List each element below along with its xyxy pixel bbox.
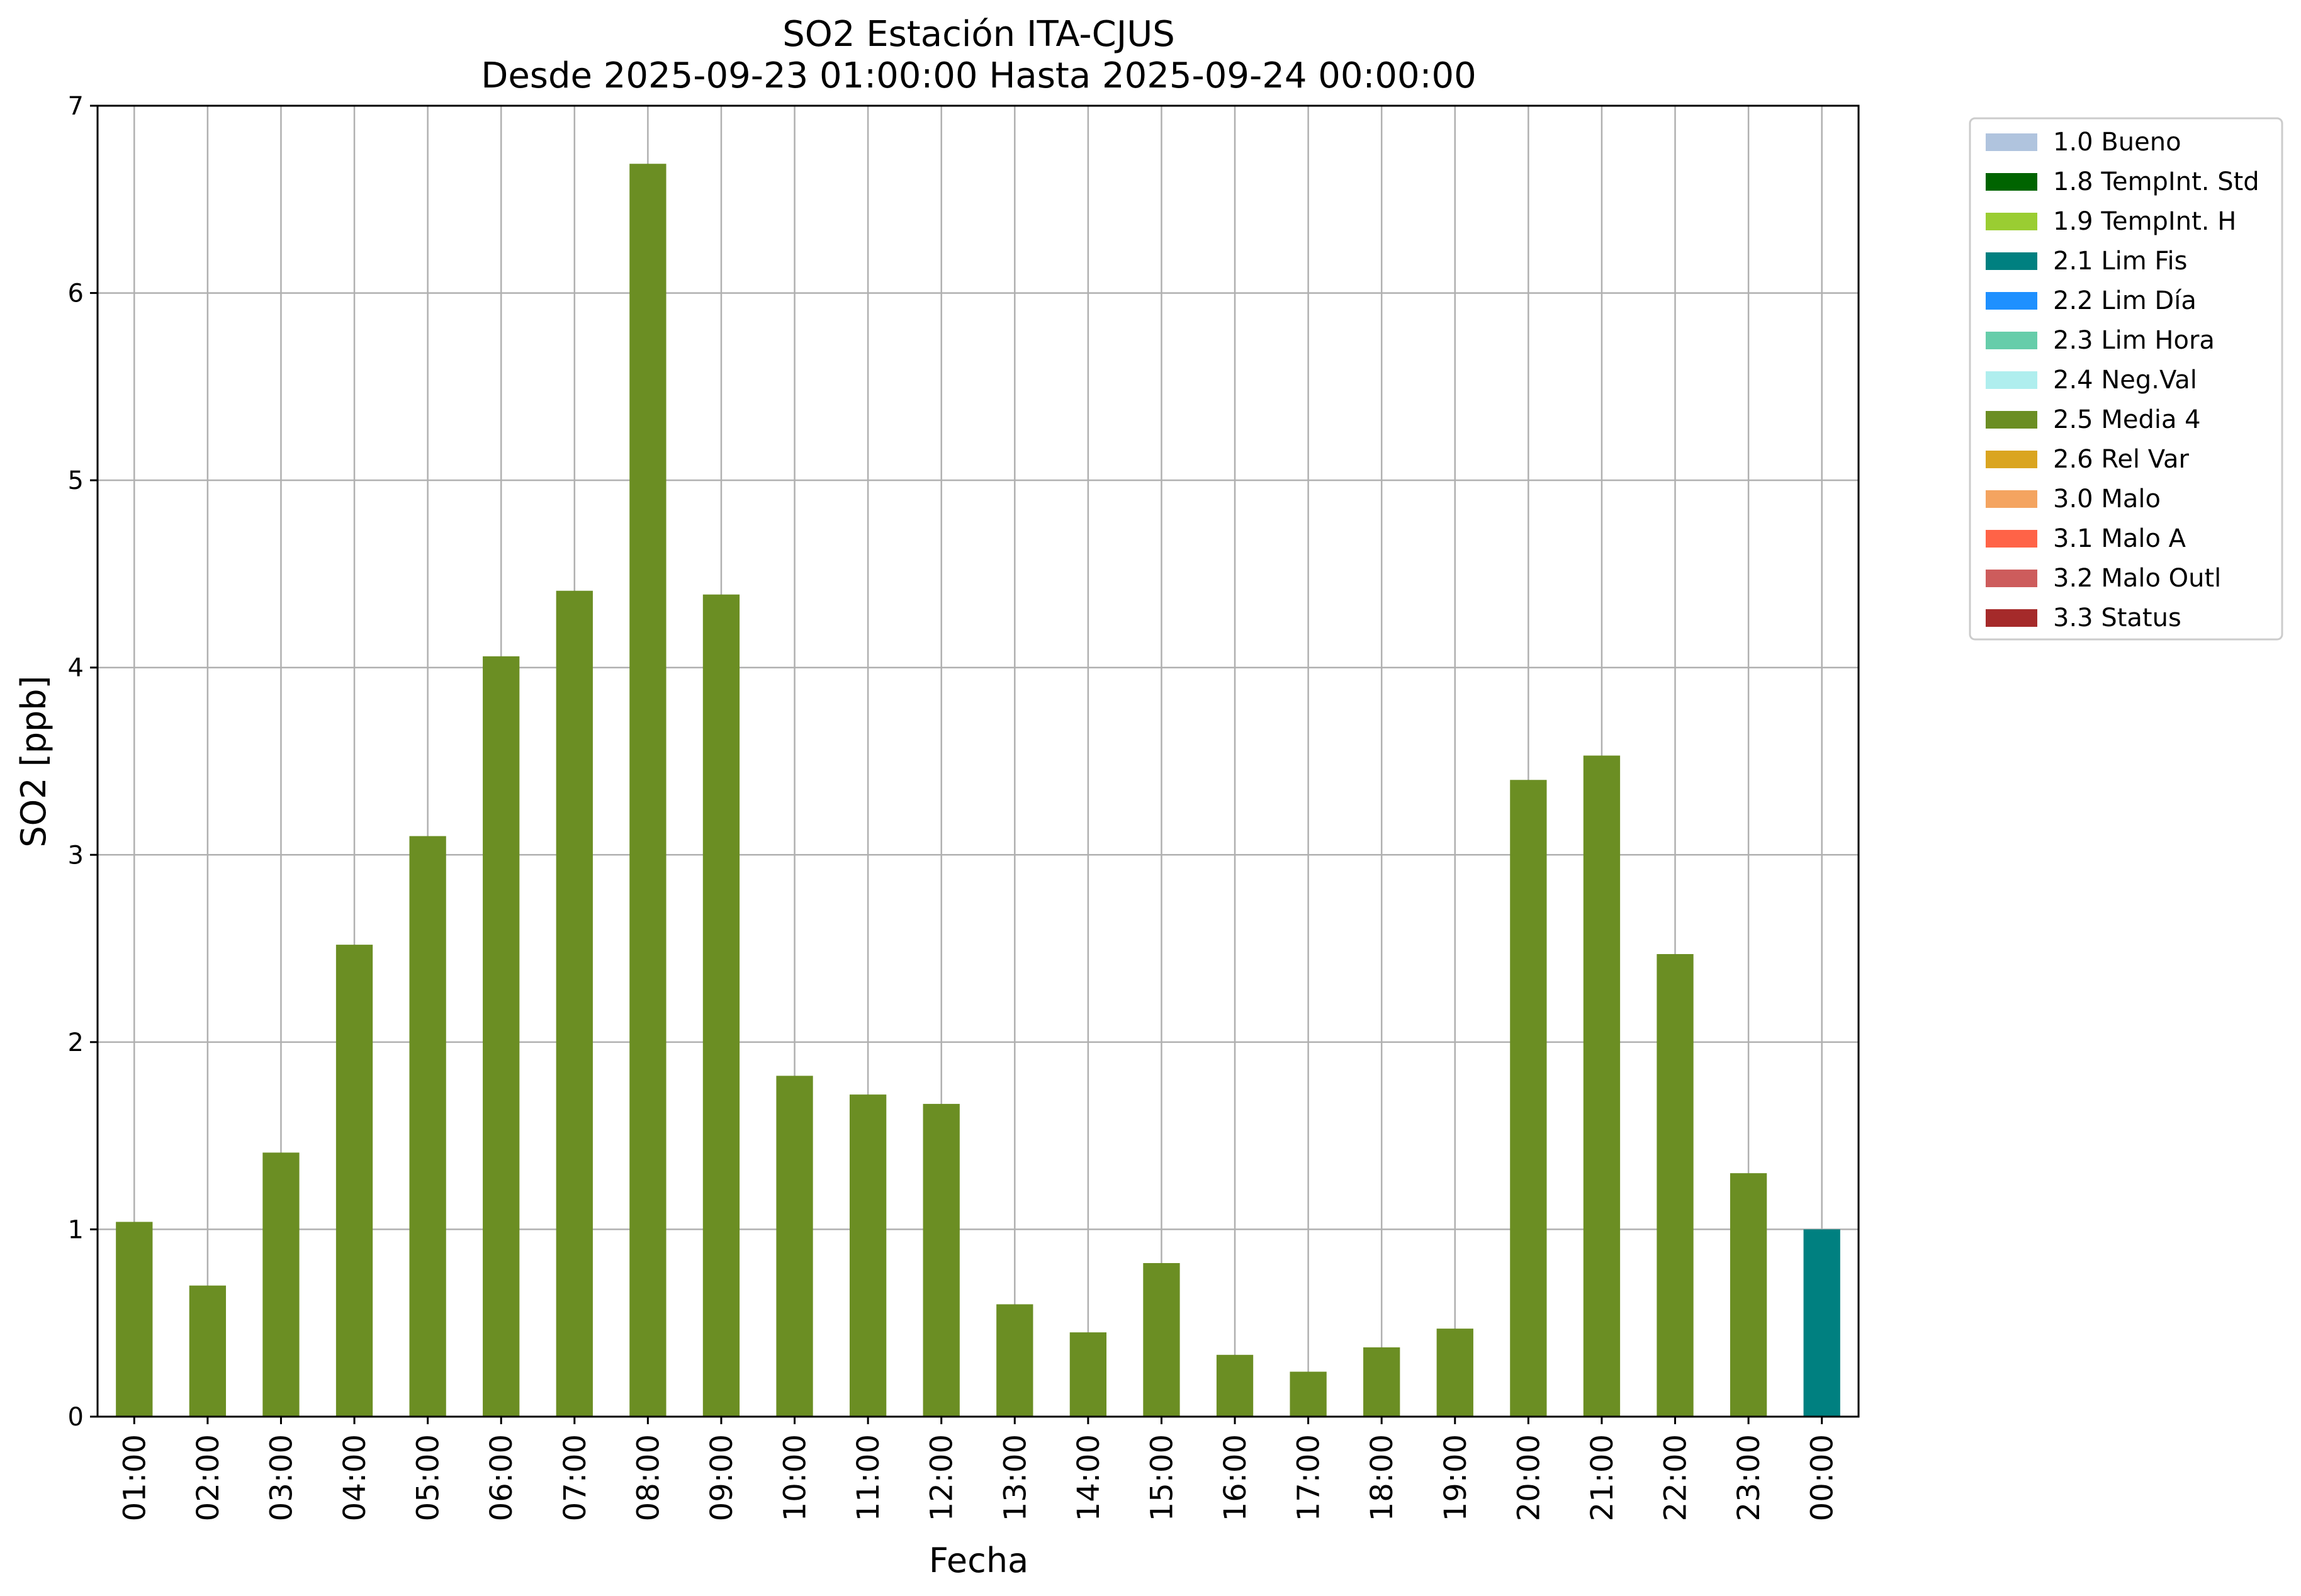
bar-2300 (1730, 1173, 1767, 1417)
bar-1300 (996, 1304, 1033, 1417)
x-tick-label: 00:00 (1805, 1434, 1840, 1521)
x-tick-label: 09:00 (704, 1434, 740, 1521)
y-axis-label: SO2 [ppb] (14, 675, 53, 847)
x-tick-label: 06:00 (484, 1434, 519, 1521)
x-tick-label: 08:00 (631, 1434, 666, 1521)
legend-label: 3.3 Status (2053, 604, 2181, 632)
legend: 1.0 Bueno 1.8 TempInt. Std 1.9 TempInt. H 2… (1969, 117, 2283, 641)
bars-group (116, 164, 1840, 1417)
legend-swatch (1986, 173, 2037, 191)
legend-label: 1.8 TempInt. Std (2053, 167, 2259, 196)
x-tick-label: 22:00 (1658, 1434, 1694, 1521)
x-tick-label: 14:00 (1071, 1434, 1106, 1521)
legend-swatch (1986, 292, 2037, 310)
x-tick-label: 13:00 (998, 1434, 1033, 1521)
chart-title: SO2 Estación ITA-CJUS (782, 14, 1175, 55)
bar-1900 (1436, 1329, 1473, 1417)
y-tick-label: 2 (68, 1028, 84, 1057)
legend-label: 1.0 Bueno (2053, 128, 2181, 157)
bar-2200 (1657, 953, 1694, 1417)
x-tick-label: 05:00 (411, 1434, 446, 1521)
legend-label: 3.2 Malo Outl (2053, 564, 2221, 593)
y-tick-label: 5 (68, 466, 84, 495)
x-tick-label: 03:00 (264, 1434, 299, 1521)
x-tick-label: 11:00 (851, 1434, 886, 1521)
x-axis: 01:00 02:00 03:00 04:00 05:00 06:00 07:00 08:00… (117, 1417, 1840, 1521)
bar-1100 (849, 1094, 887, 1417)
bar-0800 (629, 164, 667, 1417)
y-axis: 0 1 2 3 4 5 6 7 (68, 92, 98, 1432)
legend-swatch (1986, 371, 2037, 389)
bar-0700 (556, 590, 593, 1417)
legend-swatch (1986, 332, 2037, 349)
legend-label: 2.5 Media 4 (2053, 405, 2201, 434)
x-tick-label: 15:00 (1144, 1434, 1179, 1521)
bar-0600 (483, 656, 520, 1417)
x-tick-label: 23:00 (1731, 1434, 1767, 1521)
bar-0900 (702, 594, 740, 1417)
x-axis-label: Fecha (929, 1541, 1028, 1580)
legend-label: 2.2 Lim Día (2053, 286, 2197, 315)
legend-swatch (1986, 133, 2037, 151)
bar-0100 (116, 1222, 153, 1417)
plot-frame (96, 104, 1860, 1418)
legend-label: 2.3 Lim Hora (2053, 326, 2215, 355)
x-tick-label: 12:00 (925, 1434, 960, 1521)
y-tick-label: 1 (68, 1215, 84, 1244)
legend-swatch (1986, 530, 2037, 548)
y-tick-label: 6 (68, 279, 84, 308)
bar-0400 (335, 945, 373, 1417)
bar-1700 (1290, 1371, 1327, 1417)
legend-label: 2.4 Neg.Val (2053, 366, 2197, 395)
legend-label: 2.6 Rel Var (2053, 445, 2190, 474)
legend-swatch (1986, 570, 2037, 587)
x-tick-label: 01:00 (117, 1434, 152, 1521)
y-tick-label: 3 (68, 841, 84, 870)
legend-swatch (1986, 609, 2037, 627)
legend-label: 3.1 Malo A (2053, 524, 2186, 553)
x-tick-label: 07:00 (558, 1434, 593, 1521)
x-tick-label: 18:00 (1364, 1434, 1400, 1521)
x-tick-label: 20:00 (1511, 1434, 1546, 1521)
bar-1800 (1363, 1347, 1400, 1417)
chart-subtitle: Desde 2025-09-23 01:00:00 Hasta 2025-09-… (481, 55, 1477, 96)
legend-swatch (1986, 490, 2037, 508)
legend-label: 2.1 Lim Fis (2053, 247, 2187, 276)
legend-swatch (1986, 213, 2037, 230)
x-tick-label: 10:00 (778, 1434, 813, 1521)
legend-label: 3.0 Malo (2053, 485, 2161, 514)
bar-1200 (923, 1104, 960, 1417)
x-tick-label: 04:00 (337, 1434, 373, 1521)
legend-swatch (1986, 252, 2037, 270)
y-tick-label: 4 (68, 654, 84, 683)
x-tick-label: 17:00 (1291, 1434, 1327, 1521)
bar-1400 (1069, 1332, 1107, 1417)
legend-label: 1.9 TempInt. H (2053, 207, 2236, 236)
bar-1500 (1143, 1262, 1180, 1417)
legend-swatch (1986, 451, 2037, 468)
bar-0500 (409, 836, 446, 1417)
x-tick-label: 19:00 (1438, 1434, 1473, 1521)
legend-frame (1969, 117, 2283, 641)
bar-0300 (262, 1152, 300, 1417)
bar-1600 (1216, 1354, 1254, 1417)
y-tick-label: 0 (68, 1403, 84, 1432)
bar-0000 (1803, 1229, 1840, 1417)
bar-0200 (189, 1285, 227, 1417)
legend-swatch (1986, 411, 2037, 429)
bar-2000 (1510, 780, 1547, 1417)
bar-2100 (1583, 755, 1621, 1417)
bar-1000 (776, 1076, 813, 1417)
y-tick-label: 7 (68, 92, 84, 121)
x-tick-label: 21:00 (1585, 1434, 1620, 1521)
x-tick-label: 16:00 (1218, 1434, 1253, 1521)
x-tick-label: 02:00 (191, 1434, 226, 1521)
